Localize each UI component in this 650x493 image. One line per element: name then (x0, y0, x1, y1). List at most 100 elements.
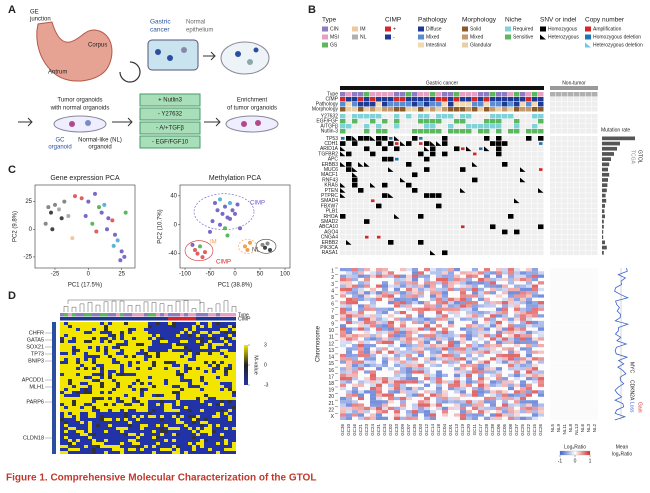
niche-cell (508, 114, 514, 119)
cnv-cell (352, 334, 358, 338)
axis-label: log₂Ratio (612, 451, 633, 457)
cnv-cell (448, 307, 454, 311)
column-label: GC03 (418, 424, 423, 436)
cnv-cell (556, 383, 562, 387)
cnv-cell (502, 363, 508, 368)
cnv-cell (502, 304, 508, 308)
cnv-cell (358, 353, 364, 358)
heatmap-cell (220, 358, 224, 361)
heatmap-cell (116, 352, 120, 355)
niche-cell (340, 114, 346, 119)
heatmap-cell (228, 376, 232, 379)
cnv-cell (586, 344, 592, 348)
cnv-cell (592, 327, 598, 331)
cnv-cell (586, 337, 592, 341)
heatmap-cell (64, 373, 68, 376)
dish (220, 41, 270, 75)
cnv-cell (352, 367, 358, 371)
heatmap-cell (100, 328, 104, 331)
annotation-cell (526, 92, 532, 97)
heatmap-cell (124, 352, 128, 355)
cnv-cell (442, 271, 448, 275)
cnv-cell (562, 277, 568, 282)
arrow (18, 117, 33, 127)
x-axis-label: PC1 (17.5%) (68, 283, 102, 289)
heatmap-cell (140, 325, 144, 328)
group-bar (550, 86, 598, 90)
type-cell (184, 313, 188, 317)
homozygous (442, 250, 448, 256)
plot-frame (179, 184, 291, 269)
chromosome-label: 15 (328, 361, 334, 367)
mutation-cell (346, 188, 352, 193)
cnv-cell (508, 377, 514, 381)
heatmap-cell (68, 328, 72, 331)
heatmap-cell (92, 334, 96, 337)
heatmap-cell (180, 352, 184, 355)
cnv-cell (358, 390, 364, 394)
cnv-cell (550, 281, 556, 285)
heatmap-cell (116, 355, 120, 358)
cnv-cell (466, 383, 472, 387)
cnv-cell (376, 317, 382, 321)
homozygous (436, 193, 442, 198)
niche-cell (358, 119, 364, 124)
type-cell (76, 313, 80, 317)
heatmap-cell (232, 352, 236, 355)
cnv-cell (508, 367, 514, 371)
dendrogram (159, 303, 165, 312)
cnv-cell (340, 334, 346, 338)
heatmap-cell (172, 322, 176, 325)
cnv-cell (514, 386, 520, 391)
cnv-cell (586, 400, 592, 404)
cnv-cell (550, 373, 556, 378)
point (238, 226, 242, 231)
mutation-cell (442, 203, 448, 209)
cnv-cell (358, 284, 364, 288)
cnv-cell (346, 403, 352, 407)
heatmap-cell (92, 367, 96, 370)
cnv-cell (382, 277, 388, 282)
mutation-cell (466, 229, 472, 235)
cnv-cell (424, 390, 430, 394)
mutation-cell (364, 229, 370, 235)
cnv-cell (406, 370, 412, 374)
heatmap-cell (128, 364, 132, 367)
heatmap-cell (84, 325, 88, 328)
heatmap-cell (80, 334, 84, 337)
cnv-cell (376, 380, 382, 384)
niche-cell (562, 129, 568, 134)
cnv-cell (346, 396, 352, 401)
cnv-cell (556, 400, 562, 404)
cnv-cell (526, 327, 532, 331)
mutation-cell (412, 156, 418, 162)
heatmap-cell (180, 379, 184, 382)
cnv-cell (520, 390, 526, 394)
cnv-cell (514, 396, 520, 401)
copy-number (461, 147, 465, 151)
cnv-cell (358, 324, 364, 328)
x-tick-label: -25 (51, 272, 60, 278)
cnv-cell (586, 370, 592, 374)
cnv-cell (466, 350, 472, 354)
heatmap-cell (72, 388, 76, 391)
point (113, 232, 117, 237)
heatmap-cell (96, 340, 100, 343)
cnv-cell (388, 271, 394, 275)
heatmap-cell (68, 379, 72, 382)
mutation-cell (532, 136, 538, 141)
cnv-cell (400, 310, 406, 315)
dendrogram (135, 304, 141, 312)
annotation-cell (550, 102, 556, 107)
column-label: GC08 (508, 424, 513, 436)
cnv-cell (370, 337, 376, 341)
mutation-cell (358, 245, 364, 250)
heatmap-cell (80, 343, 84, 346)
row-label: Morphology (312, 107, 339, 113)
mutation-cell (406, 177, 412, 183)
cnv-cell (538, 377, 544, 381)
mutation-cell (346, 156, 352, 162)
mutation-cell (592, 172, 598, 178)
cnv-cell (424, 383, 430, 387)
dendrogram (223, 300, 229, 312)
